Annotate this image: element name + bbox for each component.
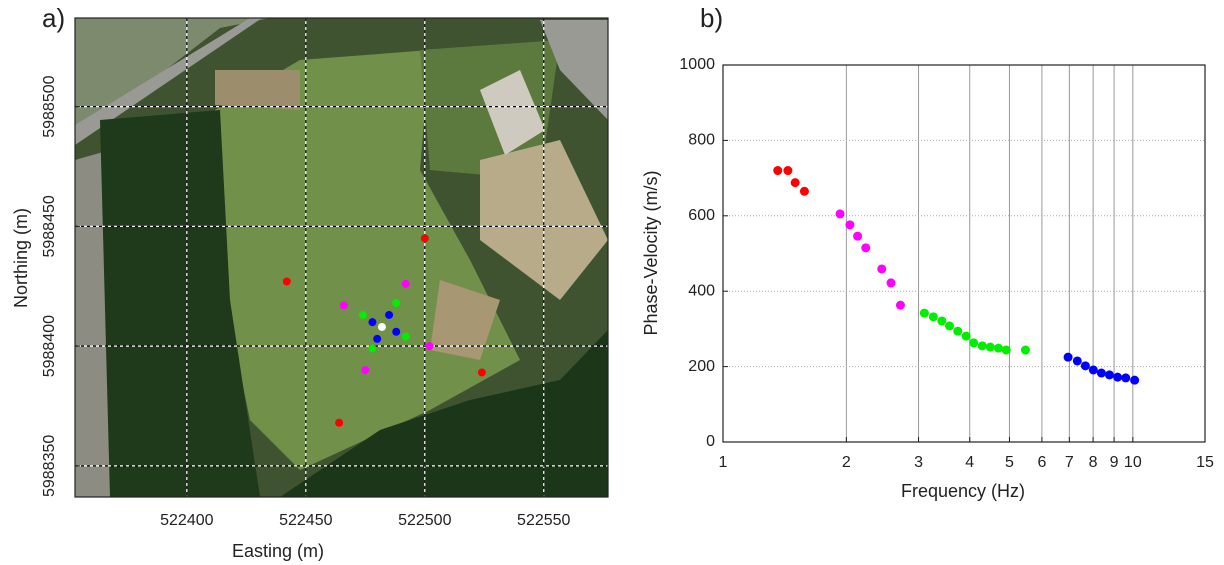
x-tick-label: 522450 bbox=[279, 512, 332, 529]
x-tick-label: 8 bbox=[1089, 454, 1098, 471]
data-point bbox=[1020, 345, 1030, 355]
x-tick-label: 522400 bbox=[160, 512, 213, 529]
data-point bbox=[1130, 375, 1140, 385]
data-point bbox=[1113, 372, 1123, 382]
data-point bbox=[401, 332, 410, 341]
x-axis-title: Frequency (Hz) bbox=[901, 481, 1025, 501]
aerial-image bbox=[75, 18, 608, 497]
x-tick-label: 10 bbox=[1124, 454, 1142, 471]
data-point bbox=[985, 342, 995, 352]
data-point bbox=[477, 368, 486, 377]
data-point bbox=[392, 327, 401, 336]
data-point bbox=[953, 326, 963, 336]
data-point bbox=[361, 366, 370, 375]
data-point bbox=[1072, 356, 1082, 366]
data-point bbox=[877, 264, 887, 274]
data-point bbox=[1096, 368, 1106, 378]
x-tick-label: 6 bbox=[1037, 454, 1046, 471]
data-point bbox=[1121, 373, 1131, 383]
y-tick-label: 5988500 bbox=[41, 75, 58, 137]
data-point bbox=[1063, 352, 1073, 362]
x-tick-label: 1 bbox=[719, 454, 728, 471]
y-tick-label: 200 bbox=[688, 358, 715, 375]
data-point bbox=[919, 308, 929, 318]
data-point bbox=[392, 299, 401, 308]
x-tick-label: 522550 bbox=[517, 512, 570, 529]
data-point bbox=[895, 300, 905, 310]
data-point bbox=[853, 231, 863, 241]
plot-frame bbox=[722, 64, 1206, 443]
data-point bbox=[1104, 370, 1114, 380]
plot-frame bbox=[74, 17, 609, 498]
x-tick-label: 2 bbox=[842, 454, 851, 471]
data-point bbox=[425, 342, 434, 351]
data-point bbox=[335, 418, 344, 427]
y-axis-title: Northing (m) bbox=[11, 208, 31, 308]
data-point bbox=[368, 344, 377, 353]
data-point bbox=[845, 220, 855, 230]
x-tick-label: 9 bbox=[1110, 454, 1119, 471]
data-point bbox=[790, 178, 800, 188]
data-point bbox=[368, 318, 377, 327]
data-point bbox=[282, 277, 291, 286]
data-point bbox=[861, 243, 871, 253]
data-point bbox=[385, 310, 394, 319]
data-point bbox=[358, 310, 367, 319]
y-tick-label: 5988400 bbox=[41, 315, 58, 377]
data-point bbox=[1001, 345, 1011, 355]
x-tick-label: 522500 bbox=[398, 512, 451, 529]
data-point bbox=[993, 343, 1003, 353]
y-tick-label: 400 bbox=[688, 282, 715, 299]
data-point bbox=[969, 338, 979, 348]
data-point bbox=[937, 316, 947, 326]
data-point bbox=[377, 322, 386, 331]
data-point bbox=[886, 278, 896, 288]
data-point bbox=[977, 341, 987, 351]
panel-label: b) bbox=[700, 3, 723, 33]
y-tick-label: 0 bbox=[706, 433, 715, 450]
data-point bbox=[773, 166, 783, 176]
panel-label: a) bbox=[42, 3, 65, 33]
data-point bbox=[835, 209, 845, 219]
y-tick-label: 5988350 bbox=[41, 435, 58, 497]
data-point bbox=[783, 166, 793, 176]
x-axis-title: Easting (m) bbox=[232, 541, 324, 561]
y-tick-label: 600 bbox=[688, 207, 715, 224]
y-axis-title: Phase-Velocity (m/s) bbox=[641, 170, 661, 335]
y-tick-label: 5988450 bbox=[41, 195, 58, 257]
data-point bbox=[1080, 361, 1090, 371]
x-tick-label: 3 bbox=[914, 454, 923, 471]
x-tick-label: 5 bbox=[1005, 454, 1014, 471]
y-tick-label: 800 bbox=[688, 132, 715, 149]
data-point bbox=[401, 279, 410, 288]
data-point bbox=[928, 312, 938, 322]
data-point bbox=[420, 234, 429, 243]
x-tick-label: 7 bbox=[1065, 454, 1074, 471]
data-point bbox=[799, 186, 809, 196]
x-tick-label: 15 bbox=[1196, 454, 1214, 471]
data-point bbox=[961, 331, 971, 341]
x-tick-label: 4 bbox=[965, 454, 974, 471]
data-point bbox=[1088, 365, 1098, 375]
data-point bbox=[339, 301, 348, 310]
y-tick-label: 1000 bbox=[679, 56, 715, 73]
data-point bbox=[373, 334, 382, 343]
data-point bbox=[945, 321, 955, 331]
